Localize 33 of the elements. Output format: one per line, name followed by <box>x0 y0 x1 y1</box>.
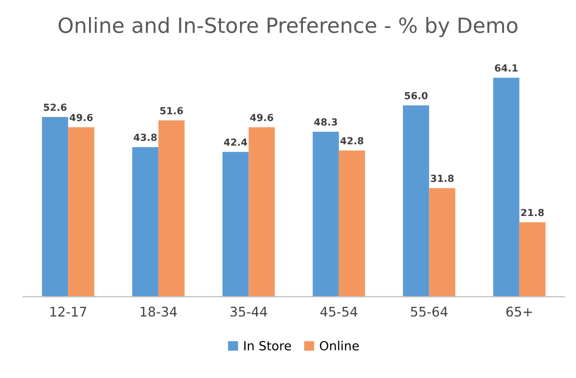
bar <box>68 127 94 297</box>
data-label: 49.6 <box>250 114 274 122</box>
data-label: 49.6 <box>70 114 93 122</box>
bar <box>312 132 339 297</box>
legend-label: Online <box>320 340 359 350</box>
x-tick-label: 55-64 <box>410 306 448 317</box>
data-label: 52.6 <box>44 104 67 111</box>
data-label: 43.8 <box>134 134 157 142</box>
data-label: 48.3 <box>314 118 338 126</box>
bar <box>248 127 275 297</box>
data-label: 42.8 <box>340 137 364 144</box>
bar <box>519 222 546 297</box>
legend-label: In Store <box>244 341 291 350</box>
bar <box>493 78 520 297</box>
bar <box>132 147 158 297</box>
bar <box>222 152 249 297</box>
x-tick-label: 65+ <box>506 306 532 317</box>
data-label: 42.4 <box>224 138 248 146</box>
data-label: 21.8 <box>521 208 544 216</box>
x-tick-label: 18-34 <box>140 306 177 317</box>
bar <box>338 150 366 297</box>
data-label: 51.6 <box>160 107 183 114</box>
x-tick-label: 45-54 <box>320 306 358 317</box>
data-label: 56.0 <box>404 92 428 100</box>
bar <box>429 188 456 297</box>
bar <box>42 116 68 297</box>
data-label: 31.8 <box>430 174 454 182</box>
bar <box>158 120 185 297</box>
x-tick-label: 35-44 <box>230 306 268 317</box>
bar <box>402 105 430 297</box>
data-label: 64.1 <box>494 64 518 72</box>
chart-title: Online and In-Store Preference - % by Demo <box>58 17 518 38</box>
x-tick-label: 12-17 <box>50 306 86 316</box>
